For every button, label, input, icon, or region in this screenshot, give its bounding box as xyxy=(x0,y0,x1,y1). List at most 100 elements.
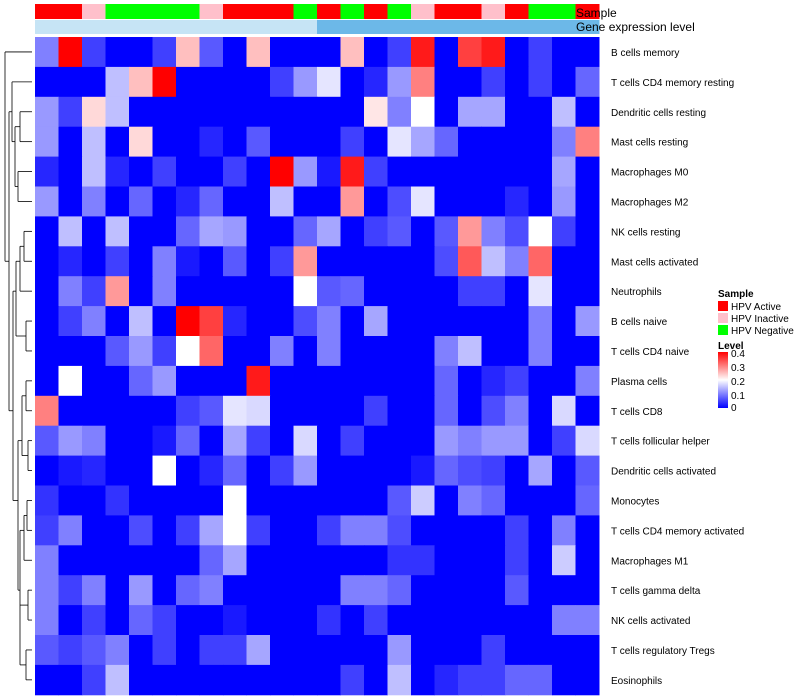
row-label: NK cells resting xyxy=(611,227,680,238)
heatmap-cell xyxy=(58,545,83,576)
heatmap-cell xyxy=(82,545,106,576)
heatmap-cell xyxy=(105,216,130,247)
heatmap-cell xyxy=(340,575,365,606)
heatmap-cell xyxy=(199,395,224,427)
expression-annotation-cell xyxy=(129,20,153,34)
expression-annotation-cell xyxy=(528,20,553,34)
heatmap-cell xyxy=(575,425,600,457)
heatmap-cell xyxy=(199,126,224,158)
heatmap-cell xyxy=(528,425,553,457)
sample-annotation-cell xyxy=(575,4,600,19)
level-tick-0: 0 xyxy=(731,403,737,414)
heatmap-cell xyxy=(458,306,482,337)
expression-annotation-cell xyxy=(364,20,388,34)
heatmap-cell xyxy=(458,96,482,128)
legend-swatch-hpv-active xyxy=(718,301,728,311)
heatmap-cell xyxy=(481,66,506,98)
heatmap-cell xyxy=(246,37,271,68)
heatmap-cell xyxy=(35,515,59,546)
heatmap-cell xyxy=(246,246,271,277)
heatmap-cell xyxy=(129,186,153,217)
expression-annotation-cell xyxy=(481,20,506,34)
heatmap-cell xyxy=(223,635,247,666)
heatmap-cell xyxy=(411,336,435,367)
heatmap-cell xyxy=(575,545,600,576)
expression-annotation-cell xyxy=(340,20,365,34)
heatmap-cell xyxy=(129,66,153,98)
heatmap-cell xyxy=(270,96,294,128)
heatmap-cell xyxy=(528,395,553,427)
heatmap-cell xyxy=(199,664,224,696)
heatmap-cell xyxy=(434,336,459,367)
heatmap-cell xyxy=(411,664,435,696)
heatmap-cell xyxy=(458,395,482,427)
heatmap-cell xyxy=(270,635,294,666)
heatmap-cell xyxy=(317,216,341,247)
expression-annotation-cell xyxy=(387,20,412,34)
heatmap-cell xyxy=(528,246,553,277)
heatmap-cell xyxy=(575,455,600,486)
heatmap-cell xyxy=(317,515,341,546)
expression-annotation-cell xyxy=(575,20,600,34)
heatmap-cell xyxy=(340,246,365,277)
heatmap-cell xyxy=(317,635,341,666)
heatmap-cell xyxy=(434,575,459,606)
heatmap-cell xyxy=(129,485,153,516)
sample-annotation-cell xyxy=(176,4,200,19)
heatmap-cell xyxy=(505,635,529,666)
heatmap-cell xyxy=(411,365,435,397)
heatmap-cell xyxy=(270,605,294,636)
heatmap-cell xyxy=(505,515,529,546)
heatmap-cell xyxy=(293,545,318,576)
heatmap-cell xyxy=(481,545,506,576)
heatmap-cell xyxy=(223,276,247,307)
heatmap-cell xyxy=(387,156,412,187)
heatmap-cell xyxy=(246,545,271,576)
heatmap-cell xyxy=(223,455,247,486)
heatmap-cell xyxy=(481,156,506,187)
heatmap-cell xyxy=(575,306,600,337)
heatmap-cell xyxy=(458,664,482,696)
heatmap-cell xyxy=(340,306,365,337)
expression-annotation-cell xyxy=(434,20,459,34)
heatmap-cell xyxy=(340,664,365,696)
heatmap-cell xyxy=(293,216,318,247)
expression-annotation-cell xyxy=(552,20,576,34)
expression-annotation-cell xyxy=(317,20,341,34)
heatmap-cell xyxy=(552,425,576,457)
heatmap-cell xyxy=(505,96,529,128)
heatmap-cell xyxy=(552,66,576,98)
heatmap-cell xyxy=(387,425,412,457)
level-legend: Level 0.4 0.3 0.2 0.1 0 xyxy=(718,341,745,414)
heatmap-cell xyxy=(434,156,459,187)
heatmap-cell xyxy=(505,425,529,457)
heatmap-cell xyxy=(317,156,341,187)
legend-label-hpv-inactive: HPV Inactive xyxy=(731,314,789,325)
heatmap-cell xyxy=(364,605,388,636)
heatmap-cell xyxy=(152,126,177,158)
heatmap-cell xyxy=(434,605,459,636)
heatmap-cell xyxy=(481,336,506,367)
heatmap-cell xyxy=(317,455,341,486)
heatmap-cell xyxy=(364,336,388,367)
heatmap-cell xyxy=(575,365,600,397)
heatmap-cell xyxy=(129,336,153,367)
heatmap-cell xyxy=(293,485,318,516)
heatmap-cell xyxy=(176,455,200,486)
heatmap-cell xyxy=(270,336,294,367)
heatmap-cell xyxy=(552,96,576,128)
heatmap-cell xyxy=(340,276,365,307)
heatmap-cell xyxy=(199,336,224,367)
heatmap-cell xyxy=(434,664,459,696)
sample-annotation-cell xyxy=(340,4,365,19)
heatmap-cell xyxy=(411,395,435,427)
heatmap-cell xyxy=(270,246,294,277)
heatmap-cell xyxy=(575,96,600,128)
heatmap-cell xyxy=(458,126,482,158)
heatmap-cell xyxy=(575,635,600,666)
heatmap-cell xyxy=(199,455,224,486)
heatmap-cell xyxy=(575,186,600,217)
heatmap-cell xyxy=(223,515,247,546)
sample-annotation-cell xyxy=(82,4,106,19)
heatmap-cell xyxy=(35,395,59,427)
